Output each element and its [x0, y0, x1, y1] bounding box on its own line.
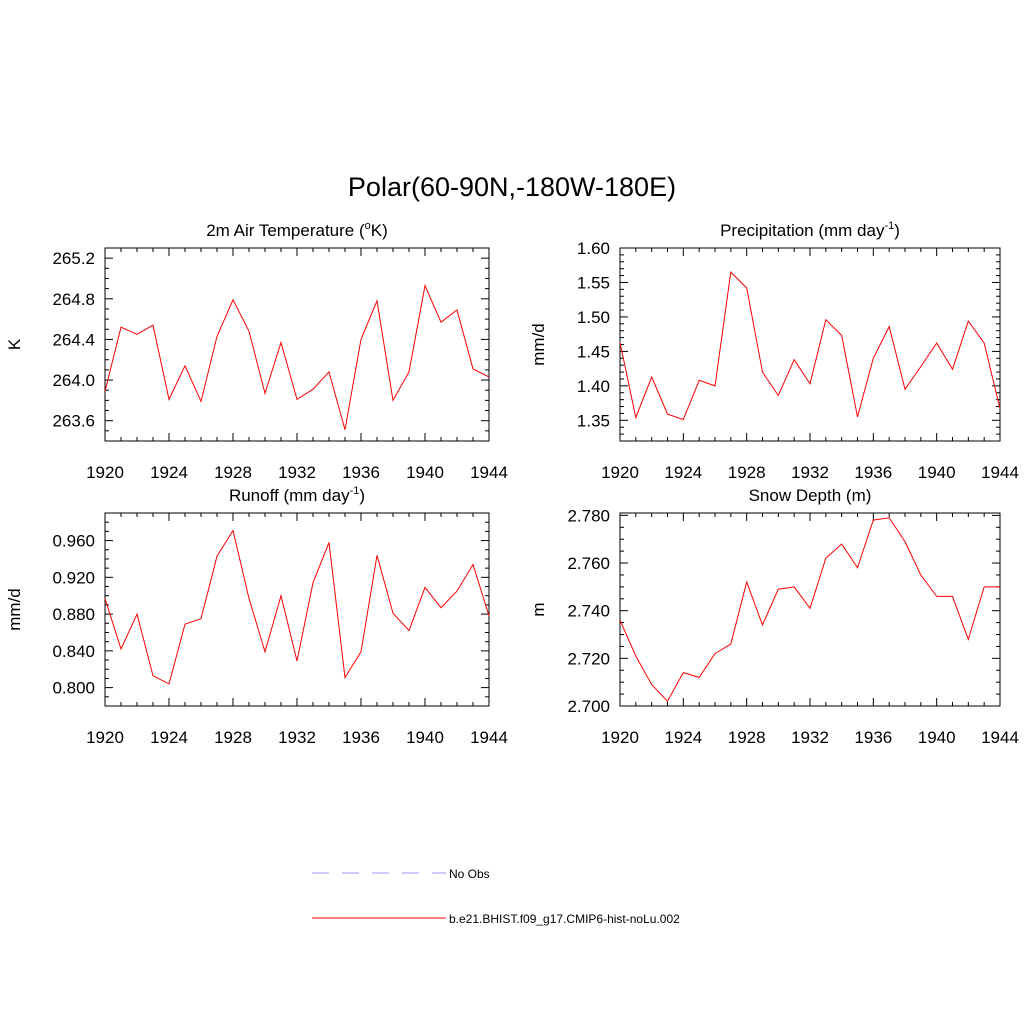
y-tick-label: 1.45 [577, 342, 610, 361]
x-tick-label: 1924 [664, 463, 702, 482]
legend-label: b.e21.BHIST.f09_g17.CMIP6-hist-noLu.002 [449, 912, 680, 926]
x-tick-label: 1920 [601, 728, 639, 747]
x-tick-label: 1944 [470, 463, 508, 482]
legend-label: No Obs [449, 867, 490, 881]
x-tick-label: 1928 [214, 728, 252, 747]
y-tick-label: 264.0 [52, 371, 95, 390]
x-tick-label: 1932 [791, 463, 829, 482]
y-tick-label: 1.35 [577, 411, 610, 430]
plot-frame [619, 512, 1001, 707]
x-tick-label: 1920 [86, 463, 124, 482]
panel-3: 1920 1924 1928 1932 1936 1940 1944 0.800 0.840 0.… [5, 485, 508, 747]
plot-frame [619, 247, 1001, 442]
y-axis-label: mm/d [5, 588, 24, 631]
y-tick-label: 265.2 [52, 249, 95, 268]
panel-4: 1920 1924 1928 1932 1936 1940 1944 2.700 2.720 2.… [529, 486, 1019, 747]
panel-title: 2m Air Temperature (oK) [206, 220, 388, 240]
y-tick-label: 263.6 [52, 412, 95, 431]
y-tick-label: 0.920 [52, 568, 95, 587]
x-tick-label: 1936 [342, 463, 380, 482]
panel-title: Precipitation (mm day-1) [720, 220, 900, 240]
y-tick-label: 2.760 [567, 554, 610, 573]
x-tick-label: 1936 [854, 463, 892, 482]
x-tick-label: 1940 [406, 463, 444, 482]
y-axis-label: K [5, 338, 24, 350]
x-tick-label: 1940 [918, 463, 956, 482]
y-tick-label: 0.840 [52, 642, 95, 661]
x-tick-label: 1944 [981, 463, 1019, 482]
panel-title: Runoff (mm day-1) [229, 485, 365, 505]
x-tick-label: 1920 [86, 728, 124, 747]
x-tick-label: 1944 [981, 728, 1019, 747]
y-tick-label: 0.880 [52, 605, 95, 624]
x-tick-label: 1932 [278, 728, 316, 747]
x-tick-label: 1924 [664, 728, 702, 747]
y-tick-label: 264.8 [52, 290, 95, 309]
x-tick-label: 1924 [150, 463, 188, 482]
series-line [619, 271, 1001, 421]
x-tick-label: 1928 [728, 728, 766, 747]
y-tick-label: 2.700 [567, 697, 610, 716]
series-line [104, 283, 490, 430]
plot-frame [104, 247, 490, 442]
legend: No Obs b.e21.BHIST.f09_g17.CMIP6-hist-noL… [312, 867, 680, 926]
y-tick-label: 2.720 [567, 649, 610, 668]
y-tick-label: 1.55 [577, 273, 610, 292]
x-tick-label: 1940 [918, 728, 956, 747]
figure-title: Polar(60-90N,-180W-180E) [348, 172, 676, 202]
y-tick-label: 264.4 [52, 330, 95, 349]
y-axis-label: m [529, 602, 548, 616]
y-tick-label: 0.960 [52, 532, 95, 551]
y-tick-label: 0.800 [52, 679, 95, 698]
x-tick-label: 1936 [342, 728, 380, 747]
x-tick-label: 1932 [791, 728, 829, 747]
x-tick-label: 1944 [470, 728, 508, 747]
panel-1: 1920 1924 1928 1932 1936 1940 1944 263.6 264.0 26… [5, 220, 508, 482]
plot-frame [104, 512, 490, 707]
x-tick-label: 1928 [728, 463, 766, 482]
x-tick-label: 1936 [854, 728, 892, 747]
series-line [619, 517, 1000, 703]
y-tick-label: 2.780 [567, 506, 610, 525]
y-tick-label: 1.60 [577, 239, 610, 258]
y-axis-label: mm/d [529, 323, 548, 366]
plot-panels: 1920 1924 1928 1932 1936 1940 1944 263.6 264.0 26… [5, 220, 1019, 747]
x-tick-label: 1940 [406, 728, 444, 747]
x-tick-label: 1924 [150, 728, 188, 747]
y-tick-label: 1.50 [577, 308, 610, 327]
panel-2: 1920 1924 1928 1932 1936 1940 1944 1.35 1.40 1.45… [529, 220, 1019, 482]
x-tick-label: 1920 [601, 463, 639, 482]
y-tick-label: 1.40 [577, 377, 610, 396]
panel-title: Snow Depth (m) [749, 486, 872, 505]
x-tick-label: 1932 [278, 463, 316, 482]
series-line [104, 529, 490, 685]
x-tick-label: 1928 [214, 463, 252, 482]
y-tick-label: 2.740 [567, 602, 610, 621]
